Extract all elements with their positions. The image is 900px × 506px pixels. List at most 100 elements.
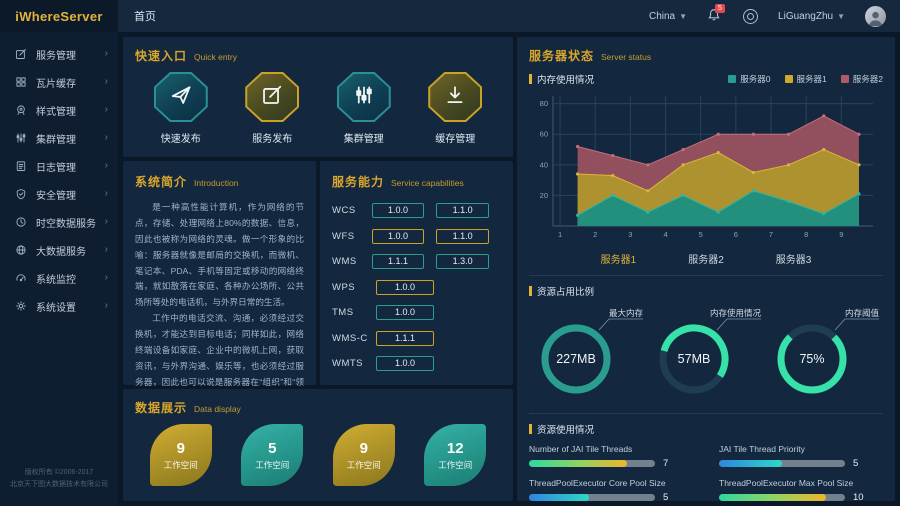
chevron-right-icon: › — [104, 132, 108, 143]
chevron-right-icon: › — [104, 272, 108, 283]
copyright: 版权所有 ©2006-2017 北京天下图大数据技术有限公司 — [10, 468, 108, 489]
quick-entry-item[interactable]: 集群管理 — [336, 72, 391, 145]
divider — [529, 413, 883, 414]
legend-swatch-icon — [784, 75, 793, 83]
server-status-panel: 服务器状态 Server status 内存使用情况 服务器0 服务器1 服务器… — [517, 37, 895, 503]
progress-track — [529, 494, 655, 501]
sidebar-item-tile-cache[interactable]: 瓦片缓存 › — [0, 68, 118, 96]
legend-item[interactable]: 服务器2 — [840, 73, 883, 85]
capabilities-panel: 服务能力 Service capabilities WCS 1.0.0 1.1.0… — [320, 161, 513, 385]
quick-entry-item[interactable]: 快速发布 — [153, 72, 208, 145]
quick-entry-item[interactable]: 缓存管理 — [428, 72, 483, 145]
svg-text:7: 7 — [769, 230, 773, 239]
svg-text:5: 5 — [699, 230, 703, 239]
publish-edit-icon — [261, 84, 283, 111]
capability-row: WCS 1.0.0 1.1.0 — [332, 198, 501, 224]
capability-row: WMS-C 1.1.1 — [332, 326, 501, 352]
version-chip[interactable]: 1.3.0 — [436, 254, 489, 270]
version-chip[interactable]: 1.1.1 — [371, 254, 425, 270]
resource-bar: Number of JAI Tile Threads 7 — [529, 444, 693, 469]
notifications-button[interactable]: 5 — [707, 4, 725, 24]
region-selector[interactable]: China ▼ — [648, 10, 688, 22]
download-icon — [444, 84, 466, 111]
data-display-title: 数据展示 Data display — [135, 401, 241, 415]
gauge-内存阈值: 内存阈值 75% — [765, 302, 883, 404]
svg-text:4: 4 — [663, 230, 667, 239]
progress-fill — [719, 494, 827, 501]
quick-entry-item[interactable]: 服务发布 — [245, 72, 300, 145]
version-chip[interactable]: 1.0.0 — [376, 356, 434, 372]
gauge-value: 227MB — [556, 352, 596, 366]
version-chip[interactable]: 1.1.1 — [376, 330, 434, 346]
user-menu[interactable]: LiGuangZhu ▼ — [778, 10, 845, 22]
legend-item[interactable]: 服务器0 — [728, 73, 771, 85]
chevron-right-icon: › — [104, 160, 108, 171]
workspace-card[interactable]: 9 工作空间 — [149, 424, 212, 486]
server-tab[interactable]: 服务器1 — [600, 255, 637, 266]
progress-track — [529, 460, 655, 467]
main-content: 快速入口 Quick entry 快速发布 服务发布 集群管理 缓存管理 — [118, 32, 900, 506]
capability-row: WMS 1.1.1 1.3.0 — [332, 249, 501, 275]
version-chip[interactable]: 1.0.0 — [371, 203, 425, 219]
capability-row: WPS 1.0.0 — [332, 275, 501, 301]
app-header: iWhereServer 首页 China ▼ 5 LiGuangZhu ▼ — [0, 0, 900, 32]
svg-text:8: 8 — [804, 230, 808, 239]
resource-bar: ThreadPoolExecutor Core Pool Size 5 — [529, 478, 693, 503]
capability-row: WFS 1.0.0 1.1.0 — [332, 224, 501, 250]
tile-cache-icon — [14, 75, 28, 89]
svg-text:1: 1 — [558, 230, 562, 239]
style-badge-icon — [14, 103, 28, 117]
sidebar-item-spacetime-clock[interactable]: 时空数据服务 › — [0, 208, 118, 236]
sidebar-item-cluster-sliders[interactable]: 集群管理 › — [0, 124, 118, 152]
server-tab[interactable]: 服务器2 — [688, 255, 724, 266]
notification-badge: 5 — [715, 4, 725, 13]
sliders-icon — [353, 84, 375, 111]
memory-usage-label: 内存使用情况 — [537, 75, 595, 86]
app-logo[interactable]: iWhereServer — [0, 0, 118, 32]
progress-value: 10 — [853, 492, 864, 503]
sliders-octagon — [336, 72, 391, 122]
quick-entry-row: 快速发布 服务发布 集群管理 缓存管理 — [135, 72, 501, 145]
sidebar-item-security-shield[interactable]: 安全管理 › — [0, 180, 118, 208]
sidebar-item-service-edit[interactable]: 服务管理 › — [0, 40, 118, 68]
legend-swatch-icon — [840, 75, 849, 83]
workspace-card[interactable]: 12 工作空间 — [424, 424, 487, 486]
svg-text:9: 9 — [839, 230, 843, 239]
spacetime-clock-icon — [14, 215, 28, 229]
version-chip[interactable]: 1.0.0 — [376, 279, 434, 295]
progress-fill — [529, 494, 590, 501]
sidebar-menu: 服务管理 › 瓦片缓存 › 样式管理 › 集群管理 › 日志管理 › 安全管理 … — [0, 32, 118, 320]
capability-row: WMTS 1.0.0 — [332, 351, 501, 377]
workspace-card[interactable]: 5 工作空间 — [241, 424, 304, 486]
paper-plane-octagon — [153, 72, 208, 122]
nav-tab-home[interactable]: 首页 — [134, 11, 156, 23]
sidebar-item-log-file[interactable]: 日志管理 › — [0, 152, 118, 180]
resource-bar: JAI Tile Thread Priority 5 — [719, 444, 883, 469]
progress-value: 5 — [853, 458, 859, 469]
target-icon[interactable] — [743, 8, 759, 24]
section-marker — [529, 424, 532, 434]
version-chip[interactable]: 1.1.0 — [436, 228, 489, 244]
sidebar-item-bigdata-globe[interactable]: 大数据服务 › — [0, 236, 118, 264]
progress-track — [719, 460, 845, 467]
svg-text:80: 80 — [540, 99, 548, 108]
workspace-cards: 9 工作空间 5 工作空间 9 工作空间 12 工作空间 — [135, 424, 501, 486]
sidebar-item-settings-gear[interactable]: 系统设置 › — [0, 292, 118, 320]
download-octagon — [428, 72, 483, 122]
version-chip[interactable]: 1.0.0 — [371, 228, 425, 244]
security-shield-icon — [14, 187, 28, 201]
avatar[interactable] — [865, 5, 886, 27]
chevron-right-icon: › — [104, 216, 108, 227]
service-edit-icon — [14, 47, 28, 61]
server-tab[interactable]: 服务器3 — [775, 255, 812, 266]
workspace-card[interactable]: 9 工作空间 — [332, 424, 395, 486]
capabilities-title: 服务能力 Service capabilities — [332, 175, 464, 189]
svg-text:60: 60 — [540, 130, 548, 139]
sidebar-item-monitor-gauge[interactable]: 系统监控 › — [0, 264, 118, 292]
chevron-right-icon: › — [104, 76, 108, 87]
version-chip[interactable]: 1.0.0 — [376, 305, 434, 321]
progress-value: 5 — [663, 492, 669, 503]
sidebar-item-style-badge[interactable]: 样式管理 › — [0, 96, 118, 124]
version-chip[interactable]: 1.1.0 — [436, 203, 489, 219]
legend-item[interactable]: 服务器1 — [784, 73, 827, 85]
